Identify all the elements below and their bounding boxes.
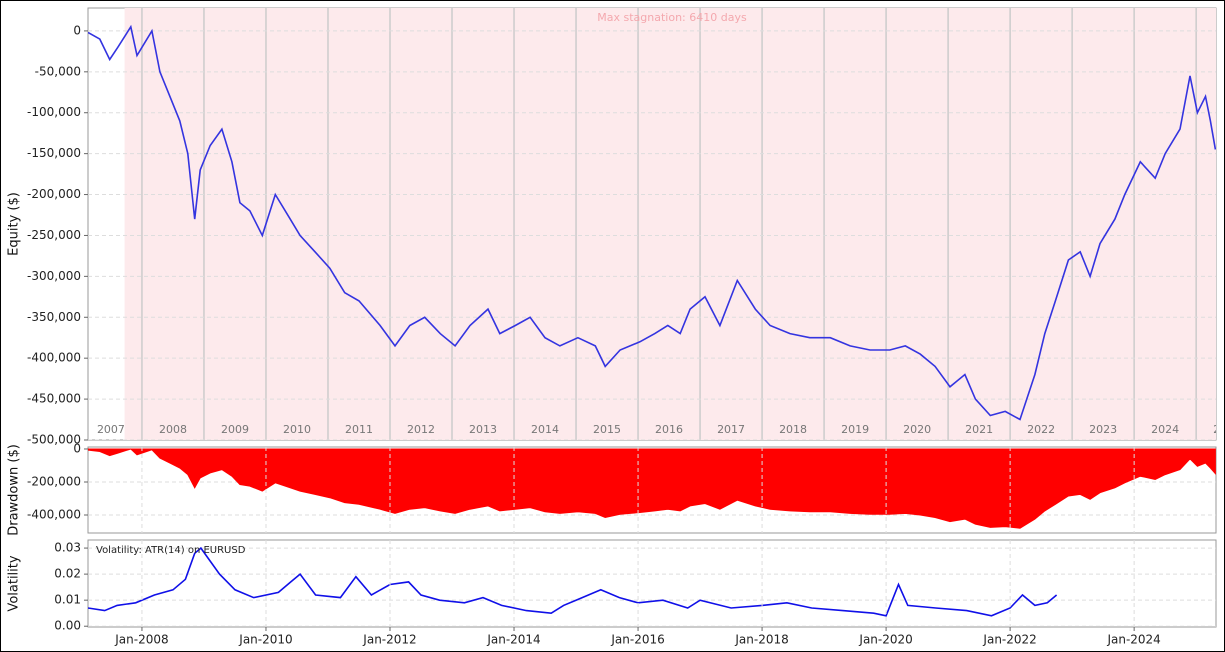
y-tick-label: 0.02 (54, 567, 81, 581)
plot-clip: 2007 2008 2009 2010 2011 2012 2013 2014 2015 2016… (88, 8, 1225, 440)
year-label: 2010 (283, 423, 311, 436)
y-tick-label: -100,000 (27, 105, 81, 119)
year-label: 2020 (903, 423, 931, 436)
y-tick-label: -500,000 (27, 433, 81, 447)
year-label: 2017 (717, 423, 745, 436)
y-tick-label: -250,000 (27, 228, 81, 242)
y-tick-label: 0 (73, 23, 81, 37)
year-label: 2022 (1027, 423, 1055, 436)
year-label: 2008 (159, 423, 187, 436)
x-tick-label: Jan-2008 (114, 633, 168, 647)
year-label: 2023 (1089, 423, 1117, 436)
year-label: 2009 (221, 423, 249, 436)
y-tick-label: -300,000 (27, 269, 81, 283)
y-tick-label: -400,000 (27, 351, 81, 365)
annotation: Volatility: ATR(14) on EURUSD (96, 545, 246, 556)
x-tick-label: Jan-2012 (362, 633, 416, 647)
year-label: 2024 (1151, 423, 1179, 436)
year-label: 2019 (841, 423, 869, 436)
plot-area (87, 539, 1217, 628)
y-axis-title: Volatility (7, 555, 22, 611)
x-tick-label: Jan-2024 (1106, 633, 1160, 647)
y-tick-label: 0.01 (54, 593, 81, 607)
stagnation-shade (124, 8, 1216, 440)
year-label: 2025 (1213, 423, 1225, 436)
y-tick-label: -350,000 (27, 310, 81, 324)
y-tick-label: 0.03 (54, 541, 81, 555)
year-label: 2014 (531, 423, 559, 436)
x-tick-label: Jan-2010 (238, 633, 292, 647)
x-tick-label: Jan-2022 (982, 633, 1036, 647)
year-label: 2007 (97, 423, 125, 436)
data-line (88, 546, 1058, 617)
data-line (88, 24, 1216, 421)
y-tick-label: -450,000 (27, 392, 81, 406)
data-area (88, 448, 1216, 529)
y-tick-label: -150,000 (27, 146, 81, 160)
plot-clip (88, 448, 1216, 529)
y-tick-label: 0 (73, 441, 81, 455)
panel: 2007 2008 2009 2010 2011 2012 2013 2014 2015 2016… (7, 7, 1225, 447)
x-tick-label: Jan-2020 (858, 633, 912, 647)
year-label: 2011 (345, 423, 373, 436)
x-tick-label: Jan-2018 (734, 633, 788, 647)
y-tick-label: -200,000 (27, 187, 81, 201)
x-tick-label: Jan-2014 (486, 633, 540, 647)
year-label: 2018 (779, 423, 807, 436)
x-tick-label: Jan-2016 (610, 633, 664, 647)
plot-clip (88, 546, 1216, 627)
y-tick-label: -400,000 (27, 508, 81, 522)
annotation: Max stagnation: 6410 days (597, 11, 747, 24)
year-label: 2016 (655, 423, 683, 436)
y-axis-title: Equity ($) (7, 192, 22, 256)
year-label: 2012 (407, 423, 435, 436)
year-label: 2021 (965, 423, 993, 436)
y-tick-label: -200,000 (27, 474, 81, 488)
y-axis-title: Drawdown ($) (7, 444, 22, 536)
year-label: 2015 (593, 423, 621, 436)
y-tick-label: -50,000 (35, 64, 81, 78)
y-tick-label: 0.00 (54, 619, 81, 633)
panel: 0 -200,000 -400,000 Drawdown ($) (7, 441, 1217, 536)
year-label: 2013 (469, 423, 497, 436)
panel: 0.00 0.01 0.02 0.03 Jan-2008 Jan-2010 Jan-2012… (7, 539, 1217, 647)
